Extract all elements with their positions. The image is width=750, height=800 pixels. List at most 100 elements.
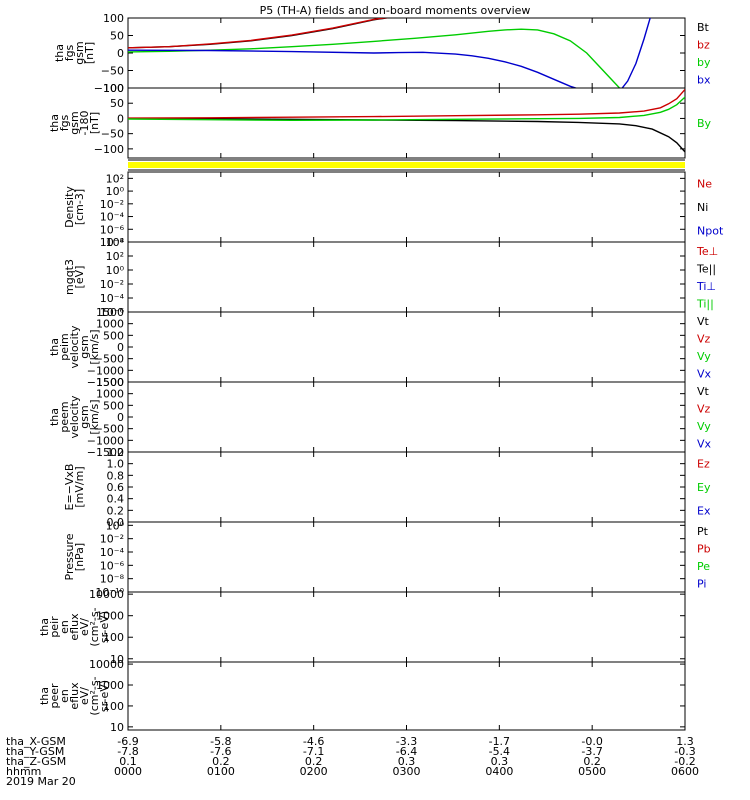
ytick-label: −500 (94, 353, 124, 366)
ytick-label: 100 (103, 82, 124, 95)
legend-label: by (697, 56, 711, 69)
legend-label: Ne (697, 178, 712, 191)
ylabel-line: peir (48, 616, 61, 638)
ytick-label: 1000 (96, 388, 124, 401)
xaxis-value: -7.8 (117, 745, 138, 758)
ytick-label: 50 (110, 30, 124, 43)
legend-label: Te|| (696, 262, 716, 275)
ytick-label: 100 (103, 631, 124, 644)
ytick-label: −100 (94, 143, 124, 156)
ylabel-line: velocity (68, 325, 81, 368)
ylabel-line: eflux (68, 682, 81, 710)
ytick-label: 1.2 (107, 446, 125, 459)
xaxis-value: 0.1 (119, 755, 137, 768)
ylabel-line: (cm²-s- (88, 607, 101, 646)
legend-label: Ti⊥ (696, 280, 716, 293)
series-line-by (128, 28, 621, 88)
legend-label: Ez (697, 458, 710, 471)
ylabel-line: tha (48, 114, 61, 132)
legend-label: Vx (697, 367, 712, 380)
yellow-flag-bar (128, 162, 685, 168)
ytick-label: 1000 (96, 318, 124, 331)
ylabel-line: velocity (68, 395, 81, 438)
ytick-label: 10000 (89, 658, 124, 671)
panel-frame (127, 381, 686, 453)
xaxis-row-label: 2019 Mar 20 (6, 775, 76, 788)
panel-frame (127, 241, 686, 313)
ylabel-line: [cm-3] (73, 189, 86, 225)
legend-label: Vz (697, 332, 711, 345)
xaxis-value: -0.0 (581, 735, 602, 748)
ytick-label: 10⁻⁶ (100, 223, 125, 236)
ytick-label: −1500 (87, 446, 124, 459)
legend-label: Pt (697, 525, 709, 538)
ytick-label: 10⁻⁴ (100, 546, 125, 559)
xaxis-value: -5.4 (489, 745, 510, 758)
legend-label: Bt (697, 21, 710, 34)
ytick-label: 0 (117, 341, 124, 354)
ytick-label: 10⁻¹⁰ (95, 586, 124, 599)
panel-7: 1.21.00.80.60.40.20.0 E=−VxB[mV/m] Ez Ey Ex (63, 446, 711, 529)
ylabel-line: sr-eV) (98, 680, 111, 712)
ylabel-line: -180 (78, 111, 91, 136)
panel-frame (127, 521, 686, 593)
ytick-label: 0.8 (107, 469, 125, 482)
ytick-label: 1500 (96, 376, 124, 389)
ylabel-line: gsm (68, 111, 81, 134)
ytick-label: 10⁻⁶ (100, 306, 125, 319)
ytick-label: −50 (101, 65, 124, 78)
plot-title: P5 (TH-A) fields and on-board moments ov… (260, 4, 531, 17)
xaxis-value: -3.3 (396, 735, 417, 748)
ylabel-line: en (58, 689, 71, 703)
ylabel-line: tha (48, 408, 61, 426)
panel-6: 150010005000−500−1000−1500thapeemvelocit… (48, 376, 712, 459)
xaxis-value: 0100 (207, 765, 235, 778)
legend-label: Ni (697, 201, 708, 214)
ylabel-line: peer (48, 683, 61, 709)
ylabel-line: [nT] (88, 112, 101, 134)
series-line-bz (128, 18, 389, 49)
panel-frame (127, 661, 686, 731)
ylabel-line: gsm (78, 335, 91, 358)
ytick-label: 10⁻⁸ (100, 573, 125, 586)
ylabel-line: (cm²-s- (88, 676, 101, 715)
xaxis-value: 0400 (485, 765, 513, 778)
ytick-label: 0.4 (107, 493, 125, 506)
ytick-label: −500 (94, 423, 124, 436)
xaxis-value: -1.7 (489, 735, 510, 748)
panel-10: 10000 1000 100 10 thapeerenefluxeV/(cm²-s-sr… (38, 658, 686, 734)
legend-label: Pb (697, 542, 711, 555)
xaxis-value: -0.2 (674, 755, 695, 768)
ylabel-line: tha (38, 687, 51, 705)
ytick-label: 500 (103, 399, 124, 412)
legend-label: Vt (697, 315, 710, 328)
ylabel-line: Pressure (63, 533, 76, 580)
xaxis-value: -4.6 (303, 735, 324, 748)
legend-label: Vy (697, 350, 711, 363)
ytick-label: 10⁻² (100, 533, 124, 546)
xaxis-value: -3.7 (581, 745, 602, 758)
ylabel-line: [km/s] (88, 329, 101, 364)
ytick-label: 10⁻⁸ (100, 236, 125, 249)
ylabel-line: eV/ (78, 618, 91, 636)
ylabel-line: [nPa] (73, 543, 86, 571)
ylabel-line: fgs (63, 44, 76, 61)
ytick-label: 0.2 (107, 504, 125, 517)
series-line-bx (128, 18, 651, 88)
ytick-label: 10² (106, 172, 124, 185)
legend-label: bx (697, 73, 711, 86)
ylabel-line: tha (38, 618, 51, 636)
ytick-label: 10⁻² (100, 278, 124, 291)
ylabel-line: tha (48, 338, 61, 356)
ytick-label: −100 (94, 82, 124, 95)
xaxis-value: 0.2 (305, 755, 323, 768)
ytick-label: 10⁻⁴ (100, 211, 125, 224)
ytick-label: 50 (110, 97, 124, 110)
legend-label: Npot (697, 224, 724, 237)
